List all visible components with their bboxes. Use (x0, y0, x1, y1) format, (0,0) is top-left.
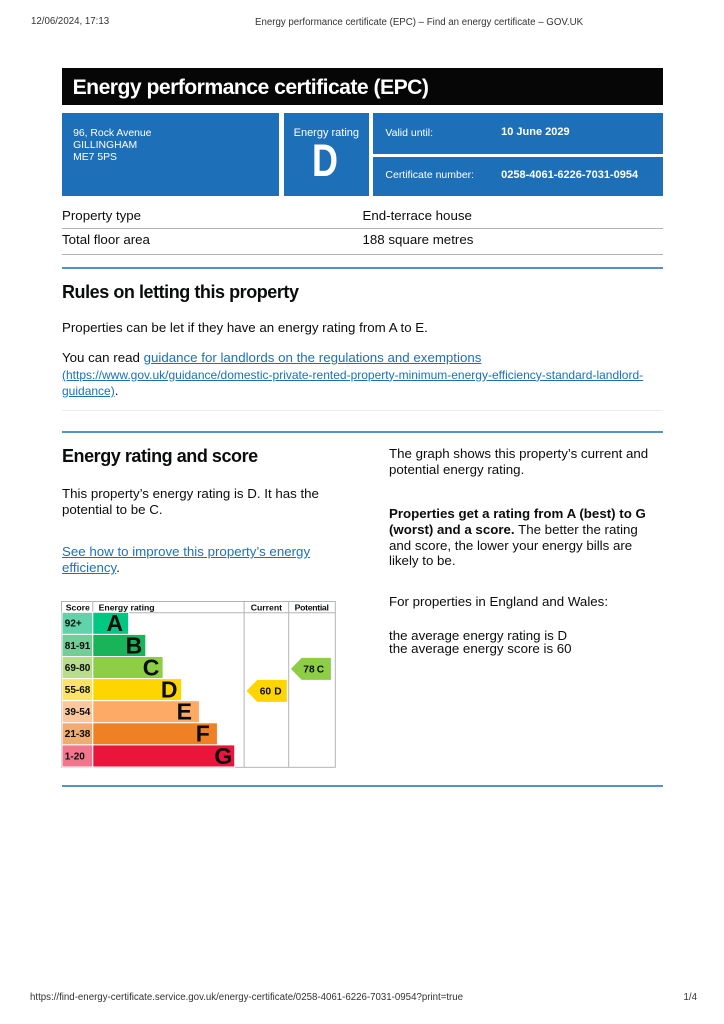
svg-text:81-91: 81-91 (64, 641, 90, 652)
svg-text:E: E (176, 699, 191, 725)
svg-text:F: F (195, 721, 209, 747)
svg-text:Current: Current (250, 603, 281, 613)
svg-text:G: G (214, 743, 232, 768)
svg-text:A: A (106, 610, 123, 636)
svg-text:B: B (125, 632, 142, 658)
svg-text:55-68: 55-68 (64, 685, 90, 696)
svg-text:D: D (274, 687, 281, 698)
svg-text:Energy rating: Energy rating (98, 603, 154, 613)
svg-text:21-38: 21-38 (64, 729, 90, 740)
svg-text:39-54: 39-54 (64, 707, 90, 718)
svg-text:78: 78 (303, 665, 315, 676)
svg-text:60: 60 (259, 687, 271, 698)
svg-text:C: C (316, 665, 324, 676)
svg-text:Score: Score (65, 603, 89, 613)
svg-text:1-20: 1-20 (64, 751, 84, 762)
svg-text:D: D (161, 677, 178, 703)
svg-text:C: C (142, 654, 159, 680)
svg-text:92+: 92+ (64, 619, 81, 630)
svg-text:Potential: Potential (294, 603, 328, 613)
svg-text:69-80: 69-80 (64, 663, 90, 674)
